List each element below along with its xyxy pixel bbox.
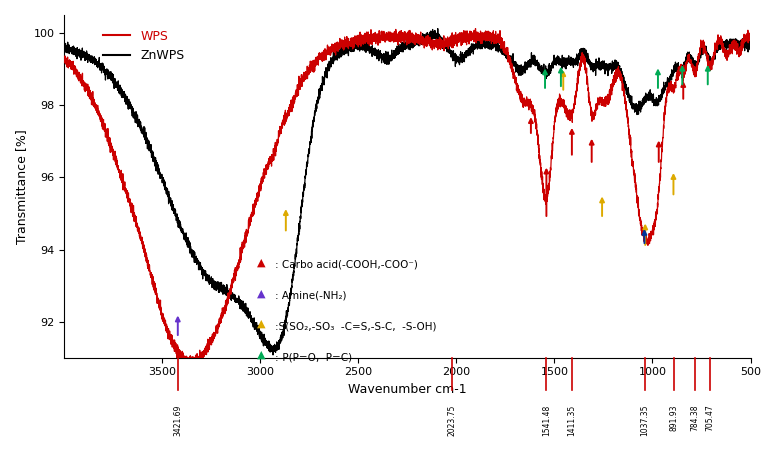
WPS xyxy=(487,36,497,42)
Text: ▲: ▲ xyxy=(258,257,265,268)
Legend: WPS, ZnWPS: WPS, ZnWPS xyxy=(98,25,189,67)
WPS xyxy=(438,40,448,46)
ZnWPS xyxy=(580,52,589,57)
ZnWPS xyxy=(746,39,755,44)
ZnWPS xyxy=(433,26,442,31)
ZnWPS xyxy=(438,36,448,42)
WPS xyxy=(199,355,208,360)
Text: ▲: ▲ xyxy=(258,319,265,329)
WPS xyxy=(583,76,592,81)
Text: 3421.69: 3421.69 xyxy=(173,404,182,436)
Text: :-P(P=O,  P=C): :-P(P=O, P=C) xyxy=(275,352,352,362)
Line: ZnWPS: ZnWPS xyxy=(64,28,750,355)
Text: :S(SO₂,-SO₃  -C=S,-S-C,  -S-OH): :S(SO₂,-SO₃ -C=S,-S-C, -S-OH) xyxy=(275,321,437,332)
Text: 705.47: 705.47 xyxy=(705,404,715,431)
Text: ▲: ▲ xyxy=(258,350,265,360)
ZnWPS xyxy=(587,65,596,70)
WPS xyxy=(580,61,589,67)
WPS xyxy=(65,62,74,68)
Text: 1037.35: 1037.35 xyxy=(641,404,650,436)
ZnWPS xyxy=(583,58,592,63)
Text: 1411.35: 1411.35 xyxy=(567,404,577,436)
Text: ▲: ▲ xyxy=(258,288,265,298)
Text: 891.93: 891.93 xyxy=(669,404,678,431)
Line: WPS: WPS xyxy=(64,28,750,358)
WPS xyxy=(746,30,755,35)
ZnWPS xyxy=(60,48,69,53)
X-axis label: Wavenumber cm-1: Wavenumber cm-1 xyxy=(348,383,466,396)
ZnWPS xyxy=(268,352,278,358)
ZnWPS xyxy=(65,49,74,54)
ZnWPS xyxy=(487,46,497,52)
Text: 784.38: 784.38 xyxy=(690,404,699,431)
WPS xyxy=(60,53,69,59)
Y-axis label: Transmittance [%]: Transmittance [%] xyxy=(15,129,28,244)
Text: : Amine(-NH₂): : Amine(-NH₂) xyxy=(275,290,347,301)
WPS xyxy=(587,105,596,110)
Text: 2023.75: 2023.75 xyxy=(447,404,456,436)
Text: 1541.48: 1541.48 xyxy=(542,404,551,436)
Text: : Carbo acid(-COOH,-COO⁻): : Carbo acid(-COOH,-COO⁻) xyxy=(275,260,418,270)
WPS xyxy=(471,26,480,31)
